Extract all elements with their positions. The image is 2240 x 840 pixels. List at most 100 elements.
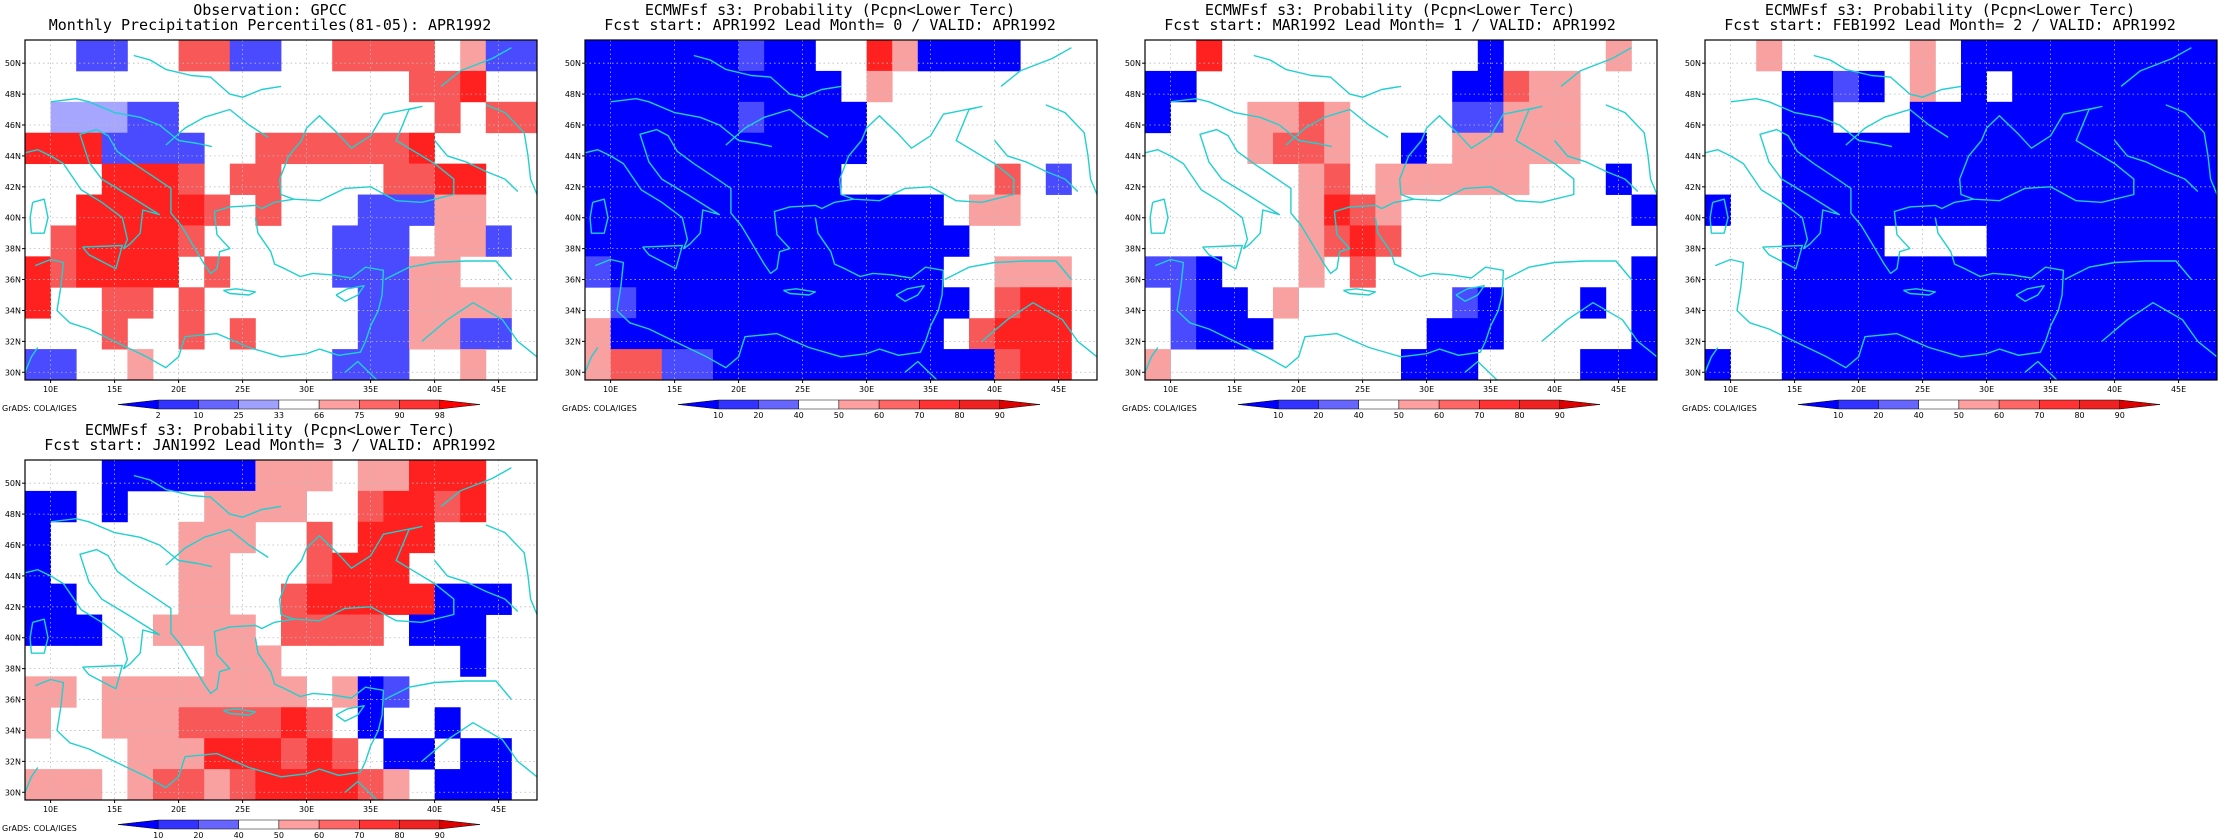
grid-cell — [636, 40, 663, 72]
grid-cell — [204, 552, 231, 585]
grid-cell — [1452, 70, 1479, 103]
grid-cell — [1935, 318, 1962, 350]
coastline — [1605, 104, 1658, 195]
grid-cell — [943, 40, 970, 72]
panel-title-line2: Fcst start: APR1992 Lead Month= 0 / VALI… — [604, 16, 1056, 34]
coastline — [82, 664, 123, 690]
coastline — [2015, 285, 2045, 302]
legend-swatch — [1479, 399, 1520, 410]
grid-cell — [585, 132, 611, 165]
grid-cell — [713, 287, 739, 319]
grid-cell — [585, 101, 611, 134]
coastline — [981, 302, 1098, 358]
shaded-grid — [25, 40, 538, 381]
grid-cell — [2089, 349, 2115, 381]
grid-cell — [127, 194, 154, 226]
grid-cell — [1247, 132, 1274, 165]
color-legend: 2 10 25 33 66 75 90 98 — [117, 399, 481, 420]
grid-cell — [841, 225, 867, 257]
lon-tick-label: 30E — [859, 385, 874, 394]
grid-cell — [2140, 70, 2167, 103]
legend-label: 40 — [1914, 411, 1924, 420]
grid-cell — [1833, 287, 1859, 319]
grid-cell — [460, 194, 487, 226]
grid-cell — [178, 40, 205, 72]
grid-cell — [815, 318, 842, 350]
grid-cell — [357, 583, 384, 615]
grid-cell — [383, 287, 410, 319]
grid-cell — [76, 40, 103, 72]
grid-cell — [332, 738, 359, 770]
grid-cell — [892, 40, 919, 72]
map-axes: 10E 15E 20E 25E 30E 35E 40E 45E 30N 32N 34N 36N 38N 4… — [5, 59, 506, 394]
grid-cell — [383, 676, 410, 708]
legend-swatch — [2039, 399, 2080, 410]
grid-cell — [1961, 287, 1987, 319]
grid-cell — [332, 256, 359, 288]
legend-label: 70 — [914, 411, 924, 420]
grid-cell — [892, 256, 919, 288]
grid-cell — [204, 490, 231, 523]
grid-cell — [127, 287, 154, 319]
grid-cell — [764, 256, 791, 288]
grid-cell — [2089, 70, 2115, 103]
grid-cell — [1986, 101, 2013, 134]
grid-cell — [2089, 225, 2115, 257]
grid-cell — [2114, 318, 2141, 350]
grid-cell — [383, 460, 410, 492]
legend-label: 33 — [274, 411, 284, 420]
lat-tick-label: 32N — [1685, 337, 1701, 346]
legend-label: 10 — [153, 831, 163, 840]
coastline — [24, 548, 294, 695]
lat-tick-label: 32N — [565, 337, 581, 346]
grid-cell — [153, 769, 179, 801]
coastline — [1813, 54, 1962, 98]
grid-cell — [229, 163, 256, 195]
grid-cell — [409, 194, 435, 226]
grid-cell — [661, 70, 688, 103]
grid-cell — [687, 163, 714, 195]
coastlines — [24, 47, 538, 381]
lat-tick-label: 40N — [565, 214, 581, 223]
grid-cell — [178, 521, 205, 554]
legend-swatch — [198, 399, 239, 410]
grid-cell — [1452, 287, 1479, 319]
lat-tick-label: 30N — [5, 788, 21, 797]
grid-cell — [841, 318, 867, 350]
grid-cell — [1986, 225, 2013, 257]
lon-tick-label: 45E — [491, 385, 506, 394]
grid-cell — [2140, 225, 2167, 257]
grid-cell — [815, 163, 842, 195]
grid-cell — [969, 194, 995, 226]
grid-cell — [1170, 70, 1197, 103]
grid-cell — [738, 256, 765, 288]
grid-cell — [76, 132, 103, 165]
lat-tick-label: 50N — [5, 479, 21, 488]
grid-cell — [2165, 163, 2192, 195]
grid-cell — [713, 349, 739, 381]
coastline — [335, 705, 365, 722]
grid-cell — [994, 349, 1021, 381]
legend-label: 40 — [234, 831, 244, 840]
grid-cell — [2114, 349, 2141, 381]
lat-tick-label: 36N — [5, 276, 21, 285]
grid-cell — [1170, 256, 1197, 288]
grid-cell — [2089, 163, 2115, 195]
lon-tick-label: 25E — [795, 385, 810, 394]
lon-tick-label: 30E — [1419, 385, 1434, 394]
grid-cell — [2012, 287, 2039, 319]
coastlines — [1704, 47, 2218, 381]
grid-cell — [2063, 70, 2090, 103]
grid-cell — [1426, 349, 1453, 381]
grid-cell — [1858, 256, 1885, 288]
lon-tick-label: 10E — [1163, 385, 1178, 394]
grid-cell — [610, 318, 637, 350]
lon-tick-label: 20E — [171, 805, 186, 814]
grid-cell — [943, 225, 970, 257]
grid-cell — [815, 132, 842, 165]
lat-tick-label: 46N — [5, 121, 21, 130]
grid-cell — [1605, 163, 1632, 195]
legend-swatch — [838, 399, 880, 410]
coastline — [1903, 288, 1937, 296]
panel-title-line1: ECMWFsf s3: Probability (Pcpn<Lower Terc… — [84, 421, 456, 439]
